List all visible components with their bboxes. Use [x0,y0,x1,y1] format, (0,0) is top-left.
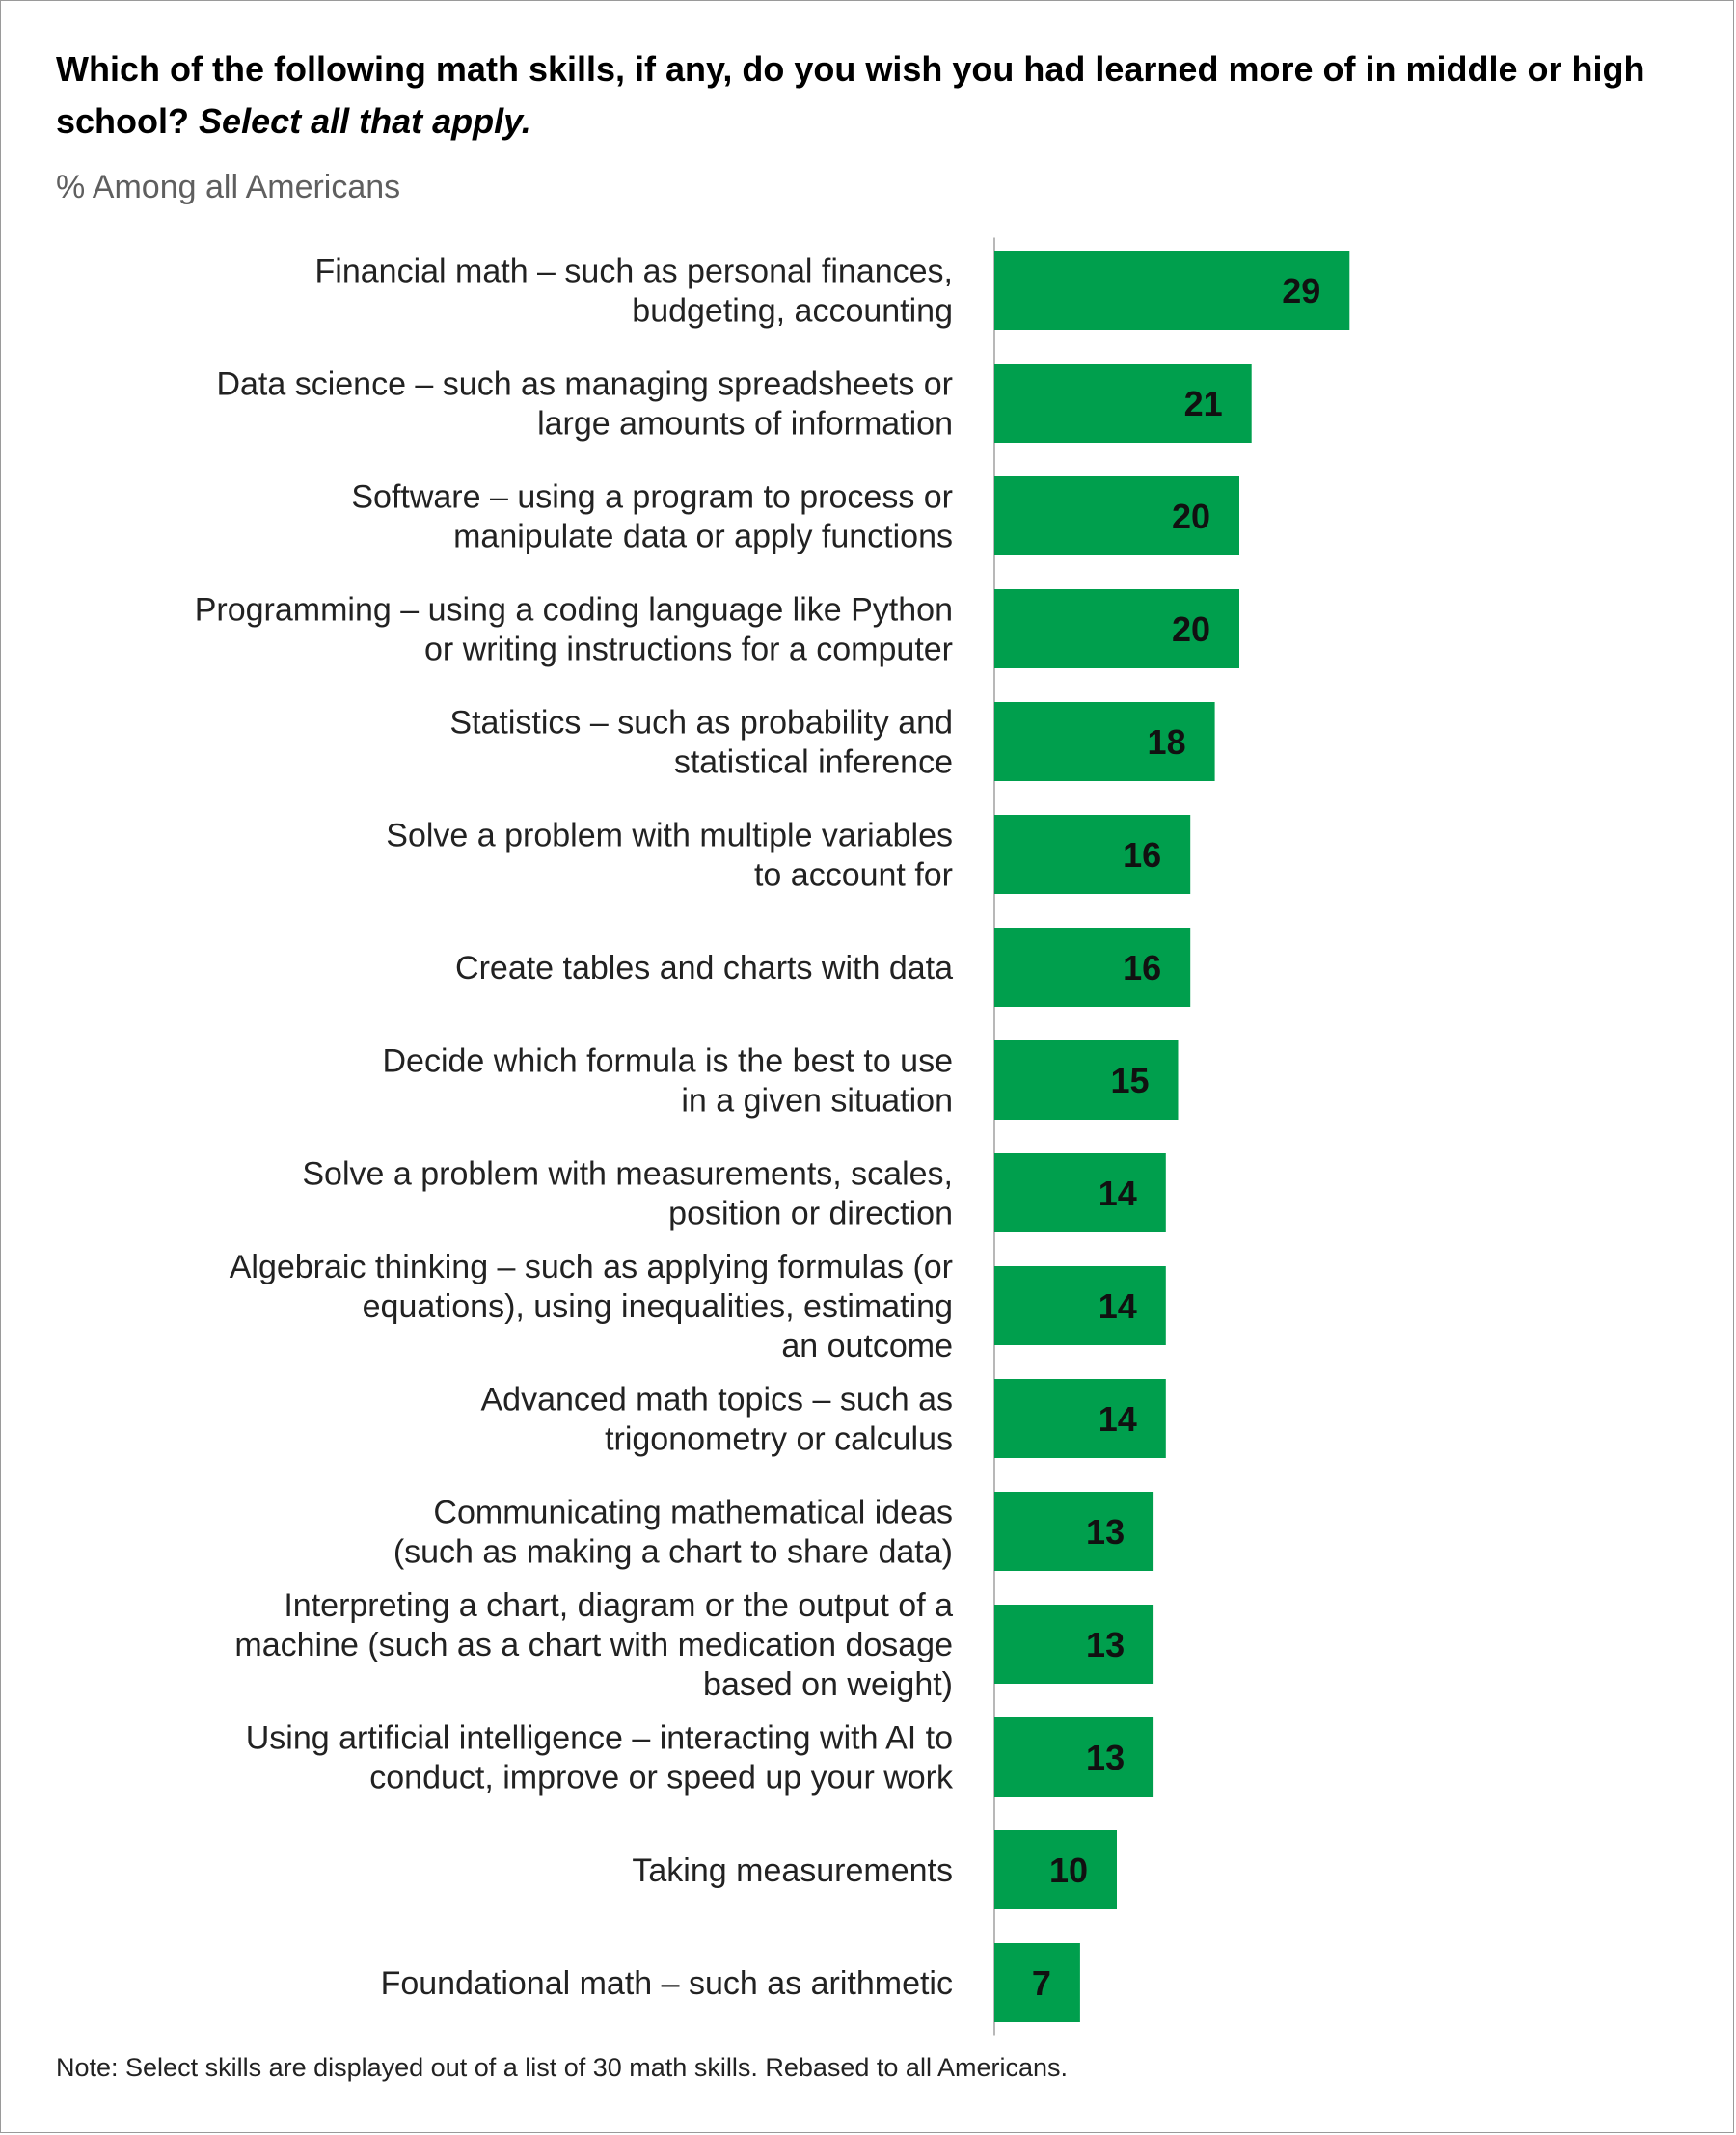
category-label-line: machine (such as a chart with medication… [234,1627,953,1663]
category-label-3: Programming – using a coding language li… [195,592,953,668]
category-label-line: Interpreting a chart, diagram or the out… [284,1587,953,1624]
category-label-line: budgeting, accounting [632,293,953,330]
bar-9 [994,1266,1166,1345]
bar-11 [994,1492,1154,1571]
value-label-3: 20 [1172,609,1210,649]
category-label-line: or writing instructions for a computer [424,632,953,668]
category-label-4: Statistics – such as probability and stat… [449,705,953,781]
value-label-4: 18 [1148,722,1186,762]
category-label-2: Software – using a program to process or… [351,479,953,555]
category-label-line: trigonometry or calculus [605,1421,953,1458]
value-label-0: 29 [1282,271,1320,311]
value-label-1: 21 [1184,384,1223,423]
value-label-7: 15 [1110,1061,1149,1100]
category-label-line: Statistics – such as probability and [449,705,953,742]
value-label-5: 16 [1123,835,1161,875]
category-label-14: Taking measurements [632,1852,953,1889]
value-label-6: 16 [1123,948,1161,987]
category-label-line: in a given situation [681,1083,953,1120]
category-label-line: Software – using a program to process or [351,479,953,516]
category-label-line: equations), using inequalities, estimati… [363,1288,953,1325]
category-label-5: Solve a problem with multiple variables t… [386,818,953,894]
category-label-8: Solve a problem with measurements, scale… [302,1156,953,1232]
value-label-13: 13 [1086,1738,1125,1777]
category-label-0: Financial math – such as personal financ… [315,254,953,330]
category-label-line: Financial math – such as personal financ… [315,254,953,290]
category-label-10: Advanced math topics – such as trigonomet… [481,1382,954,1458]
bar-chart: 29 Financial math – such as personal fina… [195,237,1350,2036]
bar-0 [994,251,1350,330]
bar-12 [994,1605,1154,1684]
category-label-line: large amounts of information [537,406,953,443]
bar-5 [994,815,1191,894]
category-label-line: (such as making a chart to share data) [393,1534,953,1571]
value-label-8: 14 [1099,1174,1137,1213]
category-label-line: Data science – such as managing spreadsh… [216,366,953,403]
category-label-line: Create tables and charts with data [455,950,953,986]
bar-8 [994,1153,1166,1232]
bar-15 [994,1943,1080,2022]
category-label-line: conduct, improve or speed up your work [369,1760,954,1797]
category-label-11: Communicating mathematical ideas (such as… [393,1495,953,1571]
category-label-line: statistical inference [674,744,953,781]
bar-6 [994,928,1191,1007]
bar-2 [994,476,1239,555]
bar-1 [994,364,1252,443]
category-label-line: an outcome [781,1328,953,1365]
value-label-2: 20 [1172,497,1210,536]
value-label-9: 14 [1099,1286,1137,1326]
value-label-10: 14 [1099,1399,1137,1439]
category-label-line: Solve a problem with multiple variables [386,818,953,854]
category-label-9: Algebraic thinking – such as applying fo… [230,1249,953,1365]
category-label-12: Interpreting a chart, diagram or the out… [234,1587,953,1703]
value-label-11: 13 [1086,1512,1125,1552]
value-label-12: 13 [1086,1625,1125,1664]
chart-title: Which of the following math skills, if a… [56,43,1695,148]
category-label-line: Decide which formula is the best to use [382,1043,953,1080]
category-label-line: manipulate data or apply functions [453,519,953,555]
category-label-line: Algebraic thinking – such as applying fo… [230,1249,953,1285]
category-label-line: Communicating mathematical ideas [433,1495,953,1531]
category-label-line: Advanced math topics – such as [481,1382,954,1419]
chart-subtitle: % Among all Americans [56,169,401,205]
title-emphasis: Select all that apply. [199,101,531,141]
category-label-15: Foundational math – such as arithmetic [381,1965,953,2002]
bar-13 [994,1717,1154,1797]
title-text: Which of the following math skills, if a… [56,49,1645,141]
chart-note: Note: Select skills are displayed out of… [56,2053,1068,2082]
category-label-line: to account for [754,857,953,894]
bar-3 [994,589,1239,668]
bar-4 [994,702,1215,781]
category-label-line: based on weight) [703,1666,953,1703]
category-label-1: Data science – such as managing spreadsh… [216,366,953,443]
value-label-14: 10 [1049,1851,1088,1890]
category-label-7: Decide which formula is the best to use i… [382,1043,953,1120]
value-label-15: 7 [1032,1963,1051,2003]
category-label-line: position or direction [668,1196,953,1232]
category-label-13: Using artificial intelligence – interact… [246,1720,954,1797]
category-label-line: Foundational math – such as arithmetic [381,1965,953,2002]
bar-10 [994,1379,1166,1458]
bar-7 [994,1040,1179,1120]
bar-14 [994,1830,1117,1909]
category-label-6: Create tables and charts with data [455,950,953,986]
category-label-line: Programming – using a coding language li… [195,592,953,629]
category-label-line: Solve a problem with measurements, scale… [302,1156,953,1193]
category-label-line: Using artificial intelligence – interact… [246,1720,953,1757]
category-label-line: Taking measurements [632,1852,953,1889]
